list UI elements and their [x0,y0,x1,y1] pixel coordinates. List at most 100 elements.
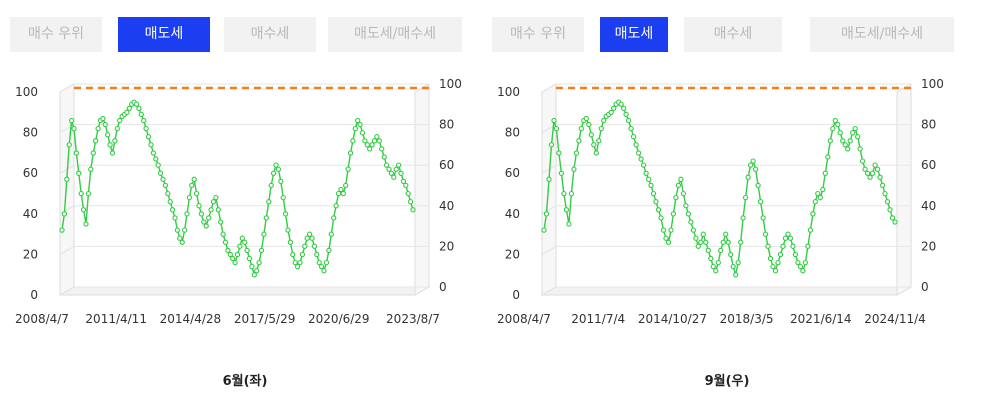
data-point [71,125,77,132]
tab-buy-pressure[interactable]: 매수세 [684,17,782,52]
x-tick-label: 2011/4/11 [85,312,147,326]
data-point [258,247,265,254]
tab-sell-buy-ratio[interactable]: 매도세/매수세 [810,17,954,52]
data-point [95,125,101,132]
data-point [658,215,664,221]
tab-sell-buy-ratio[interactable]: 매도세/매수세 [328,17,462,52]
data-point [297,259,303,266]
data-point [256,259,262,266]
data-point [218,219,224,225]
data-point [143,125,149,132]
data-point [68,117,75,124]
data-point [405,190,411,197]
data-point [815,190,821,197]
data-point [772,268,779,274]
x-tick-label: 2008/4/7 [15,312,69,326]
tab-sell-pressure[interactable]: 매도세 [600,17,668,52]
data-point [268,182,274,189]
data-point [76,170,82,176]
data-point [670,211,677,217]
data-point [90,150,96,156]
data-point [782,235,789,241]
y-tick-label-left: 0 [30,288,38,302]
data-point [249,263,255,270]
data-point [608,109,614,116]
data-point [645,176,652,182]
data-point [273,162,279,168]
data-point [133,101,140,107]
series-line [61,101,414,277]
data-point [889,215,896,221]
tab-buy-pressure[interactable]: 매수세 [224,17,316,52]
data-point [635,150,642,156]
data-point [174,227,181,233]
data-point [598,125,604,132]
tab-buy-dominance[interactable]: 매수 우위 [492,17,584,52]
y-tick-label-right: 40 [439,199,454,213]
tab-buy-dominance[interactable]: 매수 우위 [10,17,102,52]
data-point [720,239,726,245]
data-point [285,227,291,233]
x-tick-label: 2018/3/5 [720,312,774,326]
gridline-side [541,245,557,255]
data-point [840,138,846,144]
x-tick-label: 2011/7/4 [571,312,625,326]
tab-sell-pressure[interactable]: 매도세 [118,17,210,52]
data-point [653,199,659,205]
data-point [362,138,368,144]
data-point [820,186,826,193]
data-point [845,146,851,152]
data-point [762,231,769,237]
data-point [338,186,344,193]
data-point [708,255,714,262]
gridline-side [59,245,75,255]
data-point [167,199,173,205]
data-point [830,125,836,132]
data-point [136,105,142,111]
data-point [807,227,814,233]
data-point [558,170,565,176]
data-point [892,219,898,225]
gridline-side [541,286,557,296]
data-point [350,138,356,144]
data-point [169,207,176,213]
data-point [573,150,580,156]
data-point [261,231,267,237]
data-point [184,211,190,217]
data-point [381,154,387,160]
data-point [665,239,672,245]
data-point [126,105,132,111]
y-tick-label-left: 20 [23,247,38,261]
data-point [872,162,878,168]
data-point [78,190,84,197]
data-point [777,251,784,258]
data-point [352,125,358,132]
data-point [177,235,183,241]
data-point [857,146,863,152]
floor [58,286,431,296]
data-point [862,166,868,172]
data-point [153,156,159,162]
data-point [742,194,749,201]
data-point [374,134,380,140]
gridline-side [59,286,75,296]
data-point [83,221,89,227]
chart-caption: 9월(우) [704,374,750,389]
data-point [275,166,282,172]
data-point [357,121,363,128]
data-point [364,142,370,148]
data-point [698,239,704,245]
data-point [165,190,171,197]
y-tick-label-right: 60 [439,158,454,172]
data-point [376,138,382,144]
data-point [326,247,332,254]
y-tick-label-right: 80 [921,118,936,132]
data-point [683,203,689,209]
data-point [379,146,385,152]
data-point [822,170,828,176]
chart-caption: 6월(좌) [222,374,268,389]
y-tick-label-left: 100 [497,85,520,99]
data-point [237,243,243,249]
data-point [208,207,214,213]
data-point [263,215,269,221]
